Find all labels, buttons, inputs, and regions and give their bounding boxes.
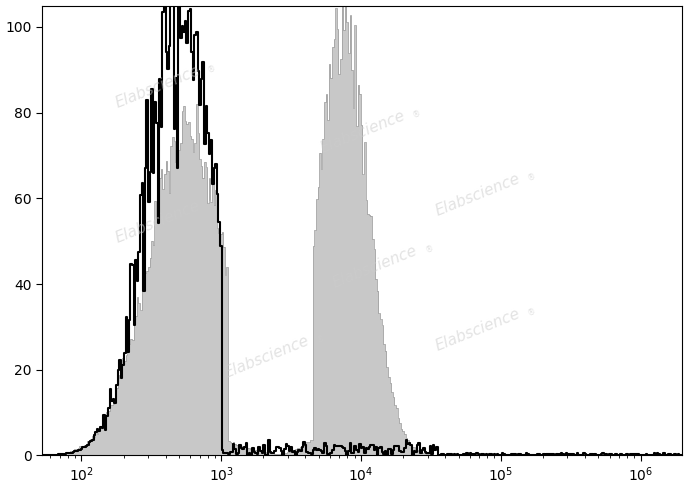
Text: ®: ® (315, 334, 326, 345)
Text: Elabscience: Elabscience (113, 197, 202, 245)
Text: Elabscience: Elabscience (222, 333, 311, 380)
Text: Elabscience: Elabscience (330, 243, 420, 291)
Text: ®: ® (411, 109, 422, 120)
Text: ®: ® (424, 244, 435, 255)
Text: ®: ® (526, 172, 537, 183)
Text: ®: ® (206, 198, 217, 210)
Text: Elabscience: Elabscience (433, 171, 522, 219)
Text: ®: ® (526, 307, 537, 318)
Text: Elabscience: Elabscience (318, 108, 407, 155)
Text: Elabscience: Elabscience (113, 63, 202, 110)
Text: Elabscience: Elabscience (433, 306, 522, 353)
Text: ®: ® (206, 64, 217, 75)
